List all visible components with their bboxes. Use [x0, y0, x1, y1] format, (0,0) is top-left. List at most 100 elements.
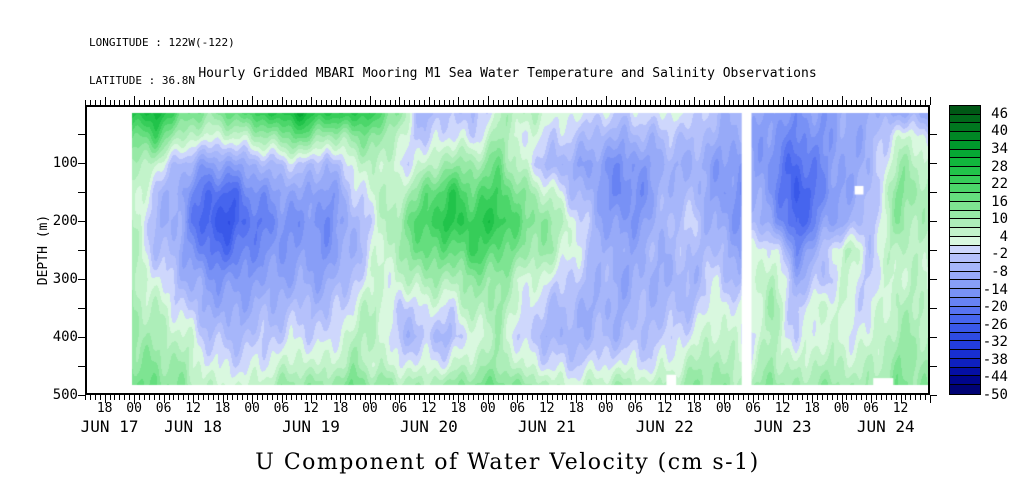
tick-mark: [724, 96, 725, 105]
colorbar-tick-label: 4: [999, 228, 1008, 245]
tick-mark: [336, 100, 337, 105]
tick-mark: [252, 395, 253, 404]
colorbar-cell: [950, 271, 980, 281]
tick-mark: [822, 100, 823, 105]
tick-mark: [792, 395, 793, 400]
tick-mark: [139, 395, 140, 400]
tick-mark: [291, 100, 292, 105]
tick-mark: [468, 395, 469, 400]
colorbar-cell: [950, 254, 980, 263]
tick-mark: [512, 395, 513, 400]
tick-mark: [178, 395, 179, 400]
tick-mark: [316, 395, 317, 400]
colorbar-tick-label: -2: [991, 246, 1008, 263]
tick-mark: [630, 100, 631, 105]
tick-mark: [404, 395, 405, 400]
tick-mark: [562, 100, 563, 105]
tick-mark: [601, 395, 602, 400]
x-hour-label: 06: [391, 401, 408, 416]
tick-mark: [301, 395, 302, 400]
tick-mark: [522, 395, 523, 400]
heatmap-canvas: [87, 107, 928, 393]
x-hour-label: 00: [126, 401, 142, 416]
tick-mark: [90, 395, 91, 400]
tick-mark: [434, 395, 435, 400]
tick-mark: [173, 395, 174, 400]
colorbar-tick-label: 22: [991, 176, 1008, 193]
tick-mark: [876, 395, 877, 400]
tick-mark: [758, 395, 759, 400]
tick-mark: [237, 395, 238, 400]
tick-mark: [758, 100, 759, 105]
tick-mark: [247, 100, 248, 105]
colorbar-cell: [950, 245, 980, 255]
tick-mark: [694, 395, 695, 403]
tick-mark: [395, 100, 396, 105]
tick-mark: [842, 395, 843, 404]
tick-mark: [110, 395, 111, 400]
tick-mark: [866, 100, 867, 105]
tick-mark: [463, 100, 464, 105]
tick-mark: [571, 395, 572, 400]
tick-mark: [468, 100, 469, 105]
tick-mark: [788, 395, 789, 400]
tick-mark: [110, 100, 111, 105]
tick-mark: [832, 395, 833, 400]
tick-mark: [95, 100, 96, 105]
tick-mark: [684, 395, 685, 400]
tick-mark: [503, 395, 504, 400]
tick-mark: [542, 395, 543, 400]
tick-mark: [689, 100, 690, 105]
tick-mark: [311, 395, 312, 403]
tick-mark: [173, 100, 174, 105]
x-hour-label: 18: [686, 401, 702, 416]
colorbar-cell: [950, 193, 980, 202]
tick-mark: [930, 366, 937, 367]
tick-mark: [699, 100, 700, 105]
tick-mark: [78, 366, 85, 367]
tick-mark: [370, 395, 371, 404]
tick-mark: [272, 100, 273, 105]
tick-mark: [788, 100, 789, 105]
tick-mark: [105, 97, 106, 105]
tick-mark: [311, 97, 312, 105]
colorbar-tick-label: 16: [991, 193, 1008, 210]
tick-mark: [208, 395, 209, 400]
x-hour-label: 18: [332, 401, 349, 416]
tick-mark: [665, 97, 666, 105]
x-date-label: JUN 22: [635, 417, 694, 436]
tick-mark: [78, 163, 85, 164]
x-hour-label: 12: [892, 401, 909, 416]
tick-mark: [566, 395, 567, 400]
tick-mark: [365, 395, 366, 400]
tick-mark: [542, 100, 543, 105]
tick-mark: [601, 100, 602, 105]
tick-mark: [797, 100, 798, 105]
tick-mark: [837, 100, 838, 105]
tick-mark: [552, 395, 553, 400]
tick-mark: [345, 100, 346, 105]
tick-mark: [85, 100, 86, 105]
tick-mark: [321, 395, 322, 400]
x-hour-label: 12: [774, 401, 791, 416]
tick-mark: [606, 96, 607, 105]
tick-mark: [881, 100, 882, 105]
colorbar-tick-label: 10: [991, 211, 1008, 228]
tick-mark: [399, 97, 400, 105]
tick-mark: [355, 100, 356, 105]
tick-mark: [169, 100, 170, 105]
tick-mark: [606, 395, 607, 404]
tick-mark: [837, 395, 838, 400]
x-hour-label: 06: [273, 401, 290, 416]
tick-mark: [493, 100, 494, 105]
tick-mark: [340, 97, 341, 105]
tick-mark: [620, 395, 621, 400]
tick-mark: [227, 395, 228, 400]
colorbar-tick-label: -44: [982, 369, 1008, 386]
tick-mark: [620, 100, 621, 105]
tick-mark: [449, 395, 450, 400]
tick-mark: [144, 100, 145, 105]
longitude-label: LONGITUDE : 122W(-122): [89, 36, 235, 49]
tick-mark: [537, 100, 538, 105]
tick-mark: [557, 100, 558, 105]
